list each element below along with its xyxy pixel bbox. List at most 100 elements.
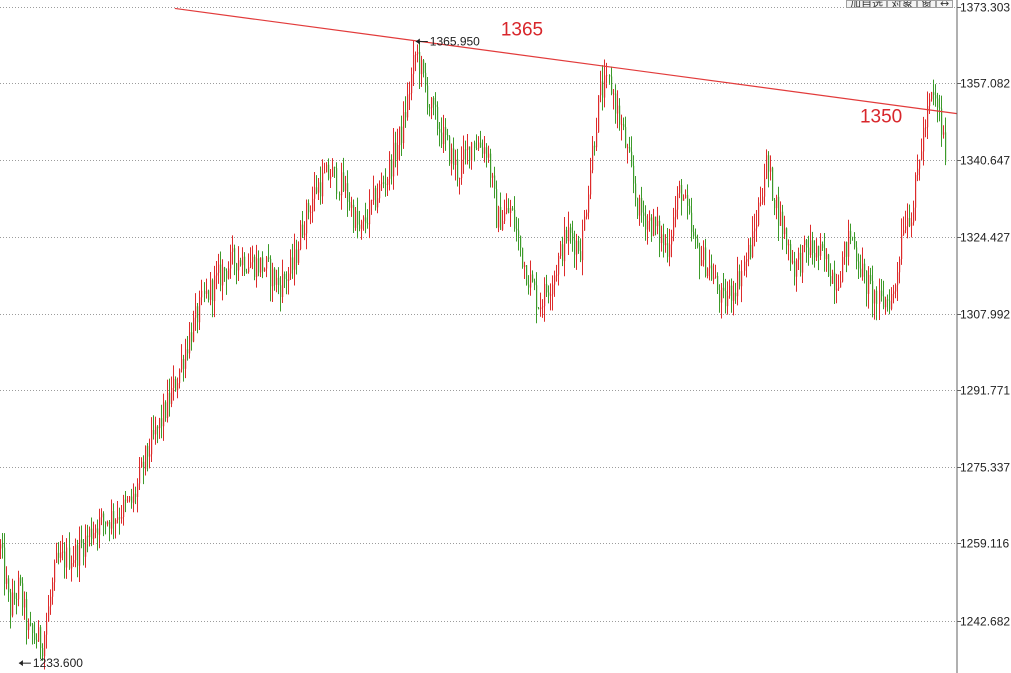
- candle: [284, 271, 286, 288]
- candle-body: [401, 126, 403, 144]
- candle: [121, 504, 123, 524]
- candle: [935, 84, 937, 107]
- add-favorite-button[interactable]: 加自选: [846, 0, 887, 8]
- object-button[interactable]: 对象: [887, 0, 917, 8]
- candle: [804, 235, 806, 253]
- candle-body: [175, 378, 177, 391]
- candle-body: [290, 257, 292, 274]
- candle: [451, 143, 453, 176]
- candle-body: [780, 211, 782, 226]
- candle: [73, 545, 75, 567]
- candle-body: [828, 254, 830, 277]
- candle-body: [864, 263, 866, 271]
- candle: [347, 170, 349, 217]
- candle-body: [733, 292, 735, 301]
- candle: [927, 91, 929, 139]
- candle-body: [903, 230, 905, 235]
- candle: [598, 95, 600, 133]
- candle-body: [89, 528, 91, 538]
- candle: [556, 264, 558, 282]
- candle-body: [461, 159, 463, 179]
- candle: [300, 220, 302, 251]
- candle: [768, 151, 770, 188]
- candle: [727, 281, 729, 315]
- candle-body: [131, 496, 133, 503]
- candle-body: [87, 535, 89, 538]
- candle: [590, 157, 592, 200]
- candle: [306, 199, 308, 250]
- candle-body: [64, 551, 66, 568]
- candle-body: [298, 249, 300, 263]
- candle-body: [697, 238, 699, 247]
- candle: [780, 201, 782, 226]
- candle-body: [302, 224, 304, 236]
- candle-body: [16, 598, 18, 600]
- candle-body: [93, 532, 95, 539]
- candle-body: [244, 256, 246, 272]
- candle-body: [397, 145, 399, 160]
- candle-body: [210, 280, 212, 300]
- candle-body: [921, 151, 923, 160]
- candle: [97, 519, 99, 551]
- candle-body: [709, 265, 711, 269]
- candle-body: [927, 106, 929, 128]
- candle-body: [220, 264, 222, 286]
- candle: [518, 218, 520, 251]
- candle: [901, 218, 903, 265]
- candle: [899, 256, 901, 284]
- candle-body: [510, 208, 512, 213]
- candle: [699, 242, 701, 280]
- candle-body: [46, 621, 48, 635]
- candle: [359, 210, 361, 232]
- candle: [151, 417, 153, 462]
- candle: [919, 159, 921, 181]
- candle-body: [895, 285, 897, 292]
- candle: [214, 265, 216, 318]
- candle-body: [824, 247, 826, 260]
- expand-icon[interactable]: ↔: [936, 0, 954, 8]
- candle: [169, 378, 171, 417]
- candle-body: [598, 95, 600, 133]
- annotation-1365: 1365: [501, 20, 543, 41]
- candle: [685, 189, 687, 199]
- candle: [187, 335, 189, 361]
- candle: [830, 263, 832, 287]
- candle: [336, 162, 338, 200]
- candle: [433, 96, 435, 116]
- candle-body: [28, 623, 30, 631]
- candle-body: [846, 242, 848, 257]
- candle-body: [923, 127, 925, 152]
- candle-body: [889, 300, 891, 309]
- window-button[interactable]: 窗: [917, 0, 936, 8]
- candle-body: [818, 246, 820, 256]
- candle: [292, 243, 294, 279]
- candle-body: [427, 85, 429, 108]
- candle-body: [153, 430, 155, 435]
- candle-body: [711, 265, 713, 280]
- candle: [171, 376, 173, 408]
- candle: [463, 135, 465, 174]
- candle: [345, 175, 347, 198]
- candle-body: [443, 127, 445, 145]
- candle-body: [260, 257, 262, 273]
- candle-body: [822, 244, 824, 248]
- candle-body: [798, 252, 800, 260]
- candle-body: [60, 552, 62, 558]
- candle: [351, 196, 353, 217]
- candle-body: [282, 273, 284, 298]
- candle: [637, 197, 639, 220]
- resistance-trendline[interactable]: [174, 7, 958, 115]
- candle-body: [762, 196, 764, 203]
- candle: [943, 125, 945, 139]
- candle: [425, 62, 427, 93]
- candle-body: [611, 76, 613, 94]
- candle-body: [735, 292, 737, 297]
- candle-body: [925, 127, 927, 129]
- candle: [762, 187, 764, 205]
- candle-body: [562, 244, 564, 262]
- candle-body: [879, 290, 881, 304]
- candle: [69, 532, 71, 570]
- candle-body: [280, 285, 282, 298]
- candle: [522, 247, 524, 269]
